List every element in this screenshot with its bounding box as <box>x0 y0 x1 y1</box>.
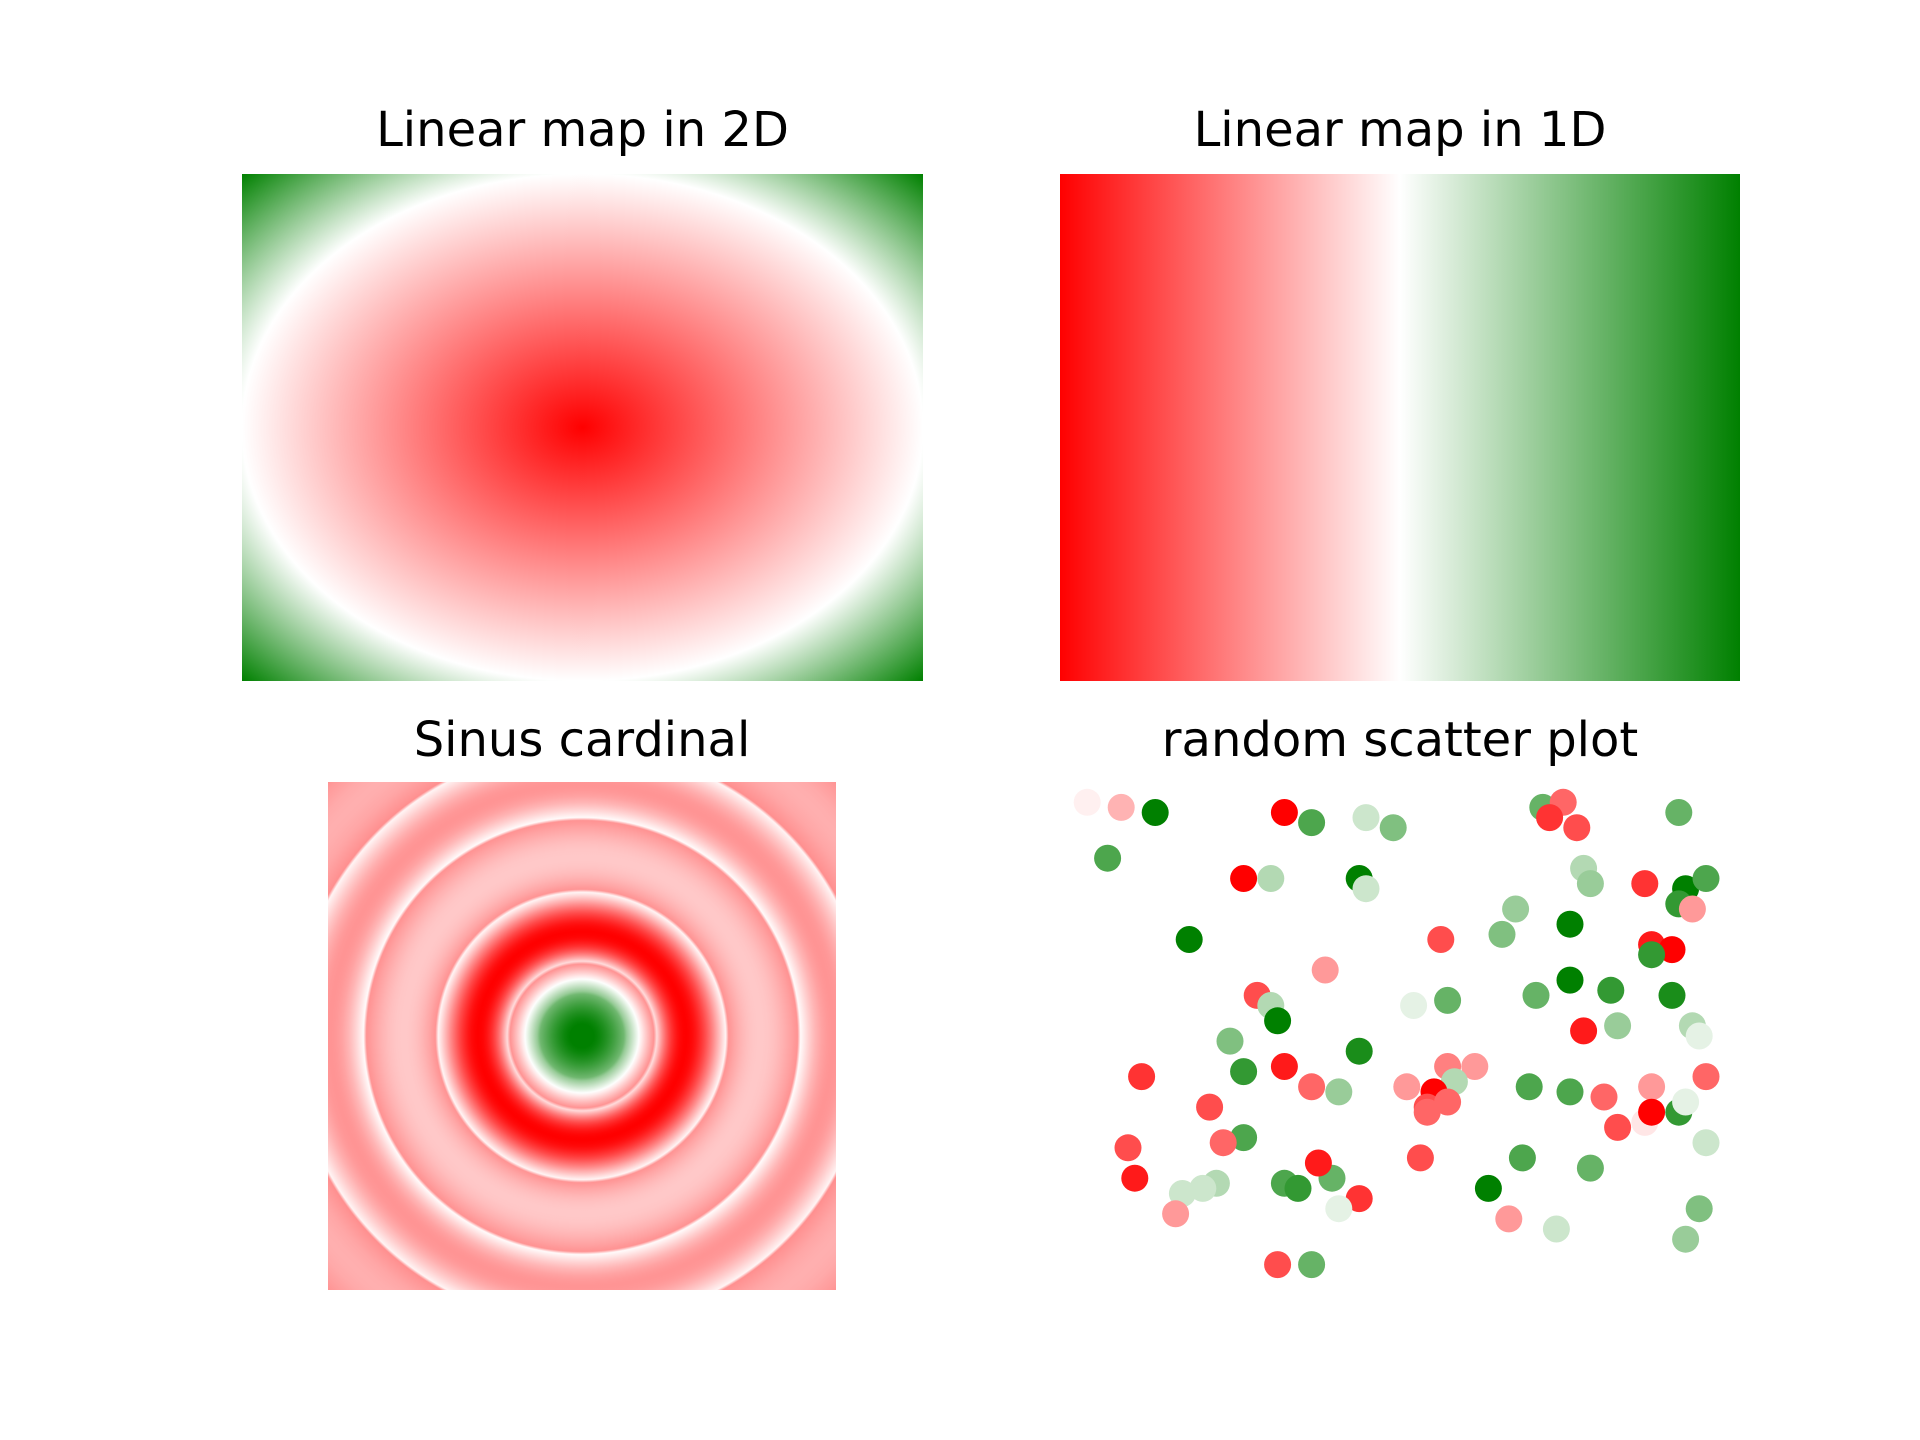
scatter-point <box>1352 804 1380 832</box>
scatter-point <box>1672 1225 1700 1253</box>
scatter-point <box>1189 1174 1217 1202</box>
chart-title: random scatter plot <box>1161 712 1639 768</box>
scatter-point <box>1440 1068 1468 1096</box>
scatter-point <box>1393 1073 1421 1101</box>
scatter-point <box>1495 1205 1523 1233</box>
scatter-point <box>1658 981 1686 1009</box>
heatmap-fill <box>328 782 836 1290</box>
scatter-point <box>1692 1063 1720 1091</box>
scatter-point <box>1379 814 1407 842</box>
scatter-point <box>1400 992 1428 1019</box>
scatter-point <box>1162 1200 1190 1228</box>
scatter-point <box>1692 865 1720 892</box>
scatter-point <box>1298 1251 1326 1279</box>
scatter-point <box>1216 1027 1244 1055</box>
linear-2d-panel: Linear map in 2D <box>242 70 923 681</box>
scatter-point <box>1196 1093 1224 1121</box>
scatter-point <box>1270 799 1298 826</box>
scatter-point <box>1230 1124 1258 1152</box>
scatter-point <box>1638 941 1666 969</box>
scatter-point <box>1413 1098 1441 1126</box>
scatter-point <box>1556 1078 1584 1106</box>
scatter-point <box>1685 1022 1713 1050</box>
scatter-point <box>1298 1073 1326 1101</box>
scatter-point <box>1604 1113 1632 1141</box>
scatter-point <box>1128 1063 1156 1091</box>
scatter-point <box>1522 981 1550 1009</box>
scatter-point <box>1563 814 1591 842</box>
scatter-point <box>1121 1164 1149 1192</box>
scatter-point <box>1576 1154 1604 1182</box>
scatter-point <box>1658 936 1686 964</box>
scatter-point <box>1141 799 1169 826</box>
scatter-point <box>1270 1053 1298 1080</box>
scatter-panel: random scatter plot <box>1060 680 1740 1290</box>
scatter-point <box>1073 788 1101 816</box>
scatter-point <box>1264 1007 1292 1035</box>
scatter-point <box>1325 1195 1353 1223</box>
scatter-point <box>1345 1037 1373 1065</box>
scatter-point <box>1175 926 1203 953</box>
scatter-point <box>1590 1083 1618 1111</box>
scatter-point <box>1556 910 1584 938</box>
scatter-point <box>1508 1144 1536 1172</box>
scatter-point <box>1678 895 1706 923</box>
sinc-heatmap <box>328 782 836 1290</box>
heatmap-fill <box>242 174 923 681</box>
scatter-point <box>1257 865 1285 892</box>
scatter-point <box>1209 1129 1237 1157</box>
linear-2d-heatmap <box>242 174 923 681</box>
chart-title: Linear map in 1D <box>1193 102 1607 158</box>
heatmap-fill <box>1060 174 1740 681</box>
chart-title: Sinus cardinal <box>413 712 751 768</box>
scatter-point <box>1570 1017 1598 1045</box>
scatter-point <box>1434 1088 1462 1116</box>
linear-1d-panel: Linear map in 1D <box>1060 70 1740 681</box>
scatter-point <box>1264 1251 1292 1279</box>
linear-1d-heatmap <box>1060 174 1740 681</box>
scatter-point <box>1672 1088 1700 1116</box>
sinus-cardinal-panel: Sinus cardinal <box>328 680 836 1290</box>
scatter-point <box>1488 920 1516 948</box>
scatter-point <box>1685 1195 1713 1223</box>
scatter-point <box>1352 875 1380 903</box>
scatter-point <box>1474 1174 1502 1202</box>
scatter-point <box>1284 1174 1312 1202</box>
scatter-point <box>1345 1185 1373 1213</box>
scatter-point <box>1665 799 1693 826</box>
scatter-point <box>1230 1058 1258 1086</box>
scatter-point <box>1325 1078 1353 1106</box>
scatter-point <box>1304 1149 1332 1177</box>
scatter-point <box>1107 793 1135 821</box>
scatter-point <box>1631 870 1659 898</box>
scatter-point <box>1114 1134 1142 1162</box>
scatter-point <box>1638 1098 1666 1126</box>
scatter-point <box>1298 809 1326 837</box>
scatter-point <box>1094 844 1122 872</box>
chart-title: Linear map in 2D <box>376 102 789 158</box>
scatter-point <box>1311 956 1339 984</box>
scatter-point <box>1502 895 1530 923</box>
scatter-point <box>1406 1144 1434 1172</box>
scatter-point <box>1604 1012 1632 1040</box>
scatter-point <box>1427 926 1455 953</box>
scatter-point <box>1515 1073 1543 1101</box>
scatter-plot <box>1073 788 1720 1279</box>
scatter-point <box>1576 870 1604 898</box>
scatter-point <box>1461 1053 1489 1080</box>
scatter-point <box>1536 804 1564 832</box>
scatter-point <box>1692 1129 1720 1157</box>
scatter-point <box>1638 1073 1666 1101</box>
scatter-point <box>1542 1215 1570 1243</box>
scatter-point <box>1230 865 1258 892</box>
scatter-point <box>1597 976 1625 1004</box>
scatter-point <box>1434 986 1462 1014</box>
scatter-point <box>1168 1180 1196 1207</box>
scatter-point <box>1556 966 1584 994</box>
